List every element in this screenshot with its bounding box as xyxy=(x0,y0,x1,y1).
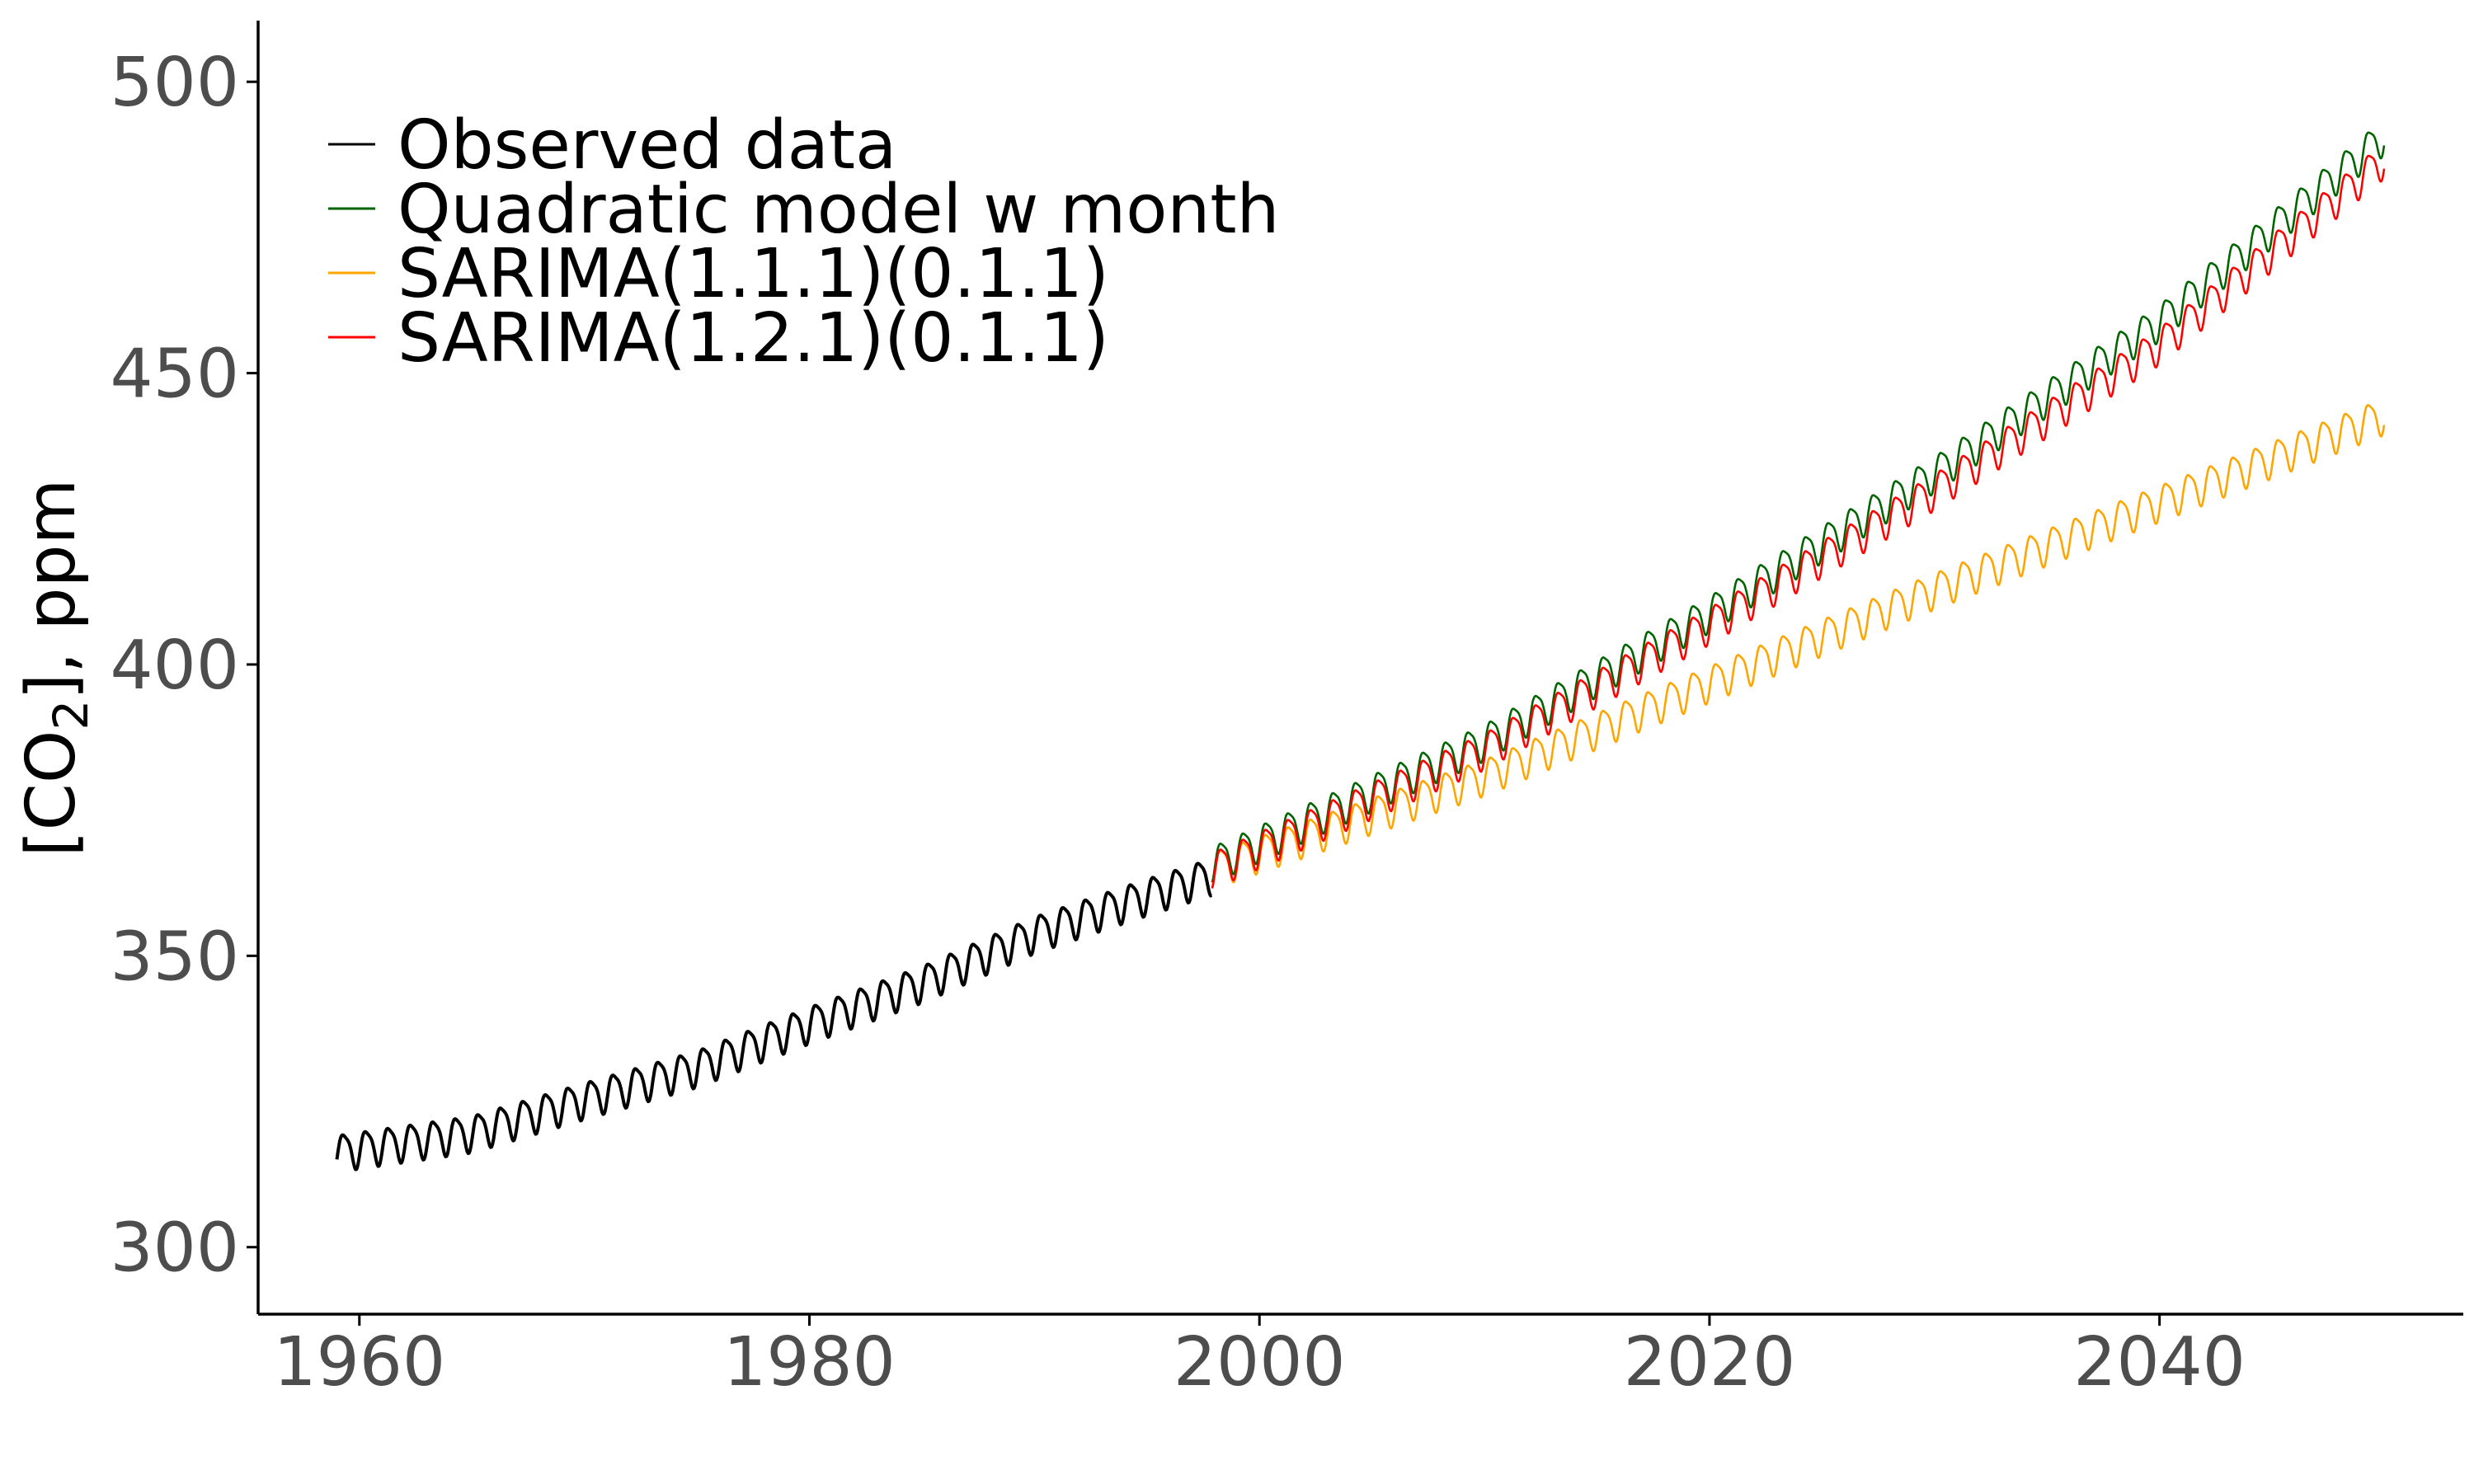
y-axis-title-suffix: ], ppm xyxy=(12,479,91,700)
series-line-sarima-1-1-1-0-1-1 xyxy=(1211,404,2386,889)
y-axis-title-prefix: [CO xyxy=(12,730,91,857)
x-tick-label: 2000 xyxy=(1174,1323,1346,1402)
y-axis-title: [CO2], ppm xyxy=(12,479,99,857)
x-tick-label: 1960 xyxy=(273,1323,445,1402)
y-tick-label: 500 xyxy=(110,44,239,122)
series-layer xyxy=(335,131,2386,1172)
series-line-quadratic-model-w-month xyxy=(1211,131,2386,883)
y-tick-label: 300 xyxy=(110,1209,239,1288)
series-line-observed-data xyxy=(335,862,1213,1172)
y-tick-label: 450 xyxy=(110,336,239,414)
series-line-sarima-1-2-1-0-1-1 xyxy=(1211,154,2386,889)
y-tick-label: 400 xyxy=(110,627,239,705)
legend-label-quadratic-model-w-month: Quadratic model w month xyxy=(397,171,1280,249)
x-tick-label: 2040 xyxy=(2073,1323,2246,1402)
x-axis-ticks: 1960 1980 2000 2020 2040 xyxy=(273,1314,2246,1402)
y-axis-ticks: 300 350 400 450 500 xyxy=(110,44,258,1288)
legend-label-observed-data: Observed data xyxy=(397,106,896,185)
y-tick-label: 350 xyxy=(110,918,239,996)
legend-label-sarima-1-1-1-0-1-1: SARIMA(1.1.1)(0.1.1) xyxy=(397,235,1109,313)
x-tick-label: 1980 xyxy=(723,1323,896,1402)
x-tick-label: 2020 xyxy=(1624,1323,1796,1402)
y-axis-title-subscript: 2 xyxy=(43,700,99,730)
legend-label-sarima-1-2-1-0-1-1: SARIMA(1.2.1)(0.1.1) xyxy=(397,299,1109,378)
